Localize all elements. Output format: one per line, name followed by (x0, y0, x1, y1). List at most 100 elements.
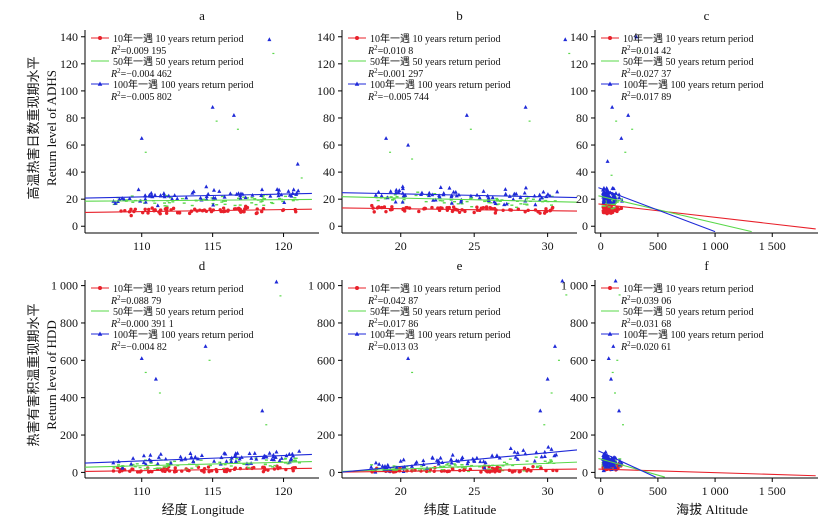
point-100yr (605, 186, 610, 191)
fit-line-50yr (342, 461, 577, 473)
legend-marker (607, 81, 613, 86)
outlier-point (609, 376, 614, 381)
point-100yr (456, 192, 461, 197)
y-tick-label: 800 (317, 316, 335, 330)
x-tick-label: 115 (204, 484, 222, 498)
outlier-point (545, 376, 550, 381)
point-10yr (544, 207, 548, 211)
point-100yr (243, 195, 248, 200)
point-10yr (143, 207, 147, 212)
outlier-point (617, 408, 622, 413)
point-100yr (235, 450, 240, 455)
point-100yr (449, 194, 454, 199)
point-10yr (193, 207, 197, 211)
point-100yr (233, 459, 238, 463)
fit-line-50yr (85, 198, 312, 202)
point-10yr (376, 205, 381, 209)
fit-line-100yr (85, 192, 312, 199)
point-100yr (533, 202, 538, 207)
fit-line-100yr (342, 449, 577, 473)
point-100yr (419, 190, 424, 195)
fit-line-50yr (85, 461, 312, 468)
point-100yr (376, 189, 381, 194)
point-100yr (143, 199, 148, 204)
point-100yr (268, 193, 273, 198)
point-100yr (184, 195, 189, 200)
y-tick-label: 80 (576, 111, 588, 125)
point-100yr (229, 459, 234, 463)
y-tick-label: 60 (323, 138, 335, 152)
point-100yr (465, 461, 470, 466)
point-100yr (158, 193, 163, 197)
legend-marker (608, 286, 612, 290)
point-100yr (236, 191, 241, 196)
legend-label: 100年一遇 100 years return period (370, 328, 511, 341)
row-label-top-en: Return level of ADHS (44, 70, 59, 186)
point-100yr (217, 189, 222, 193)
point-100yr (155, 203, 160, 208)
legend-r2: R2=0.014 42 (620, 44, 671, 57)
point-10yr (430, 205, 434, 210)
y-tick-label: 800 (60, 316, 78, 330)
y-tick-label: 120 (570, 57, 588, 71)
point-100yr (377, 461, 382, 466)
point-100yr (249, 456, 254, 460)
point-100yr (289, 456, 294, 461)
point-100yr (490, 453, 495, 458)
point-100yr (122, 197, 127, 202)
y-tick-label: 0 (72, 219, 78, 233)
point-100yr (136, 187, 141, 192)
point-100yr (189, 454, 194, 459)
point-100yr (237, 456, 242, 461)
point-100yr (400, 184, 405, 189)
point-100yr (199, 453, 204, 458)
point-10yr (157, 210, 161, 214)
legend-r2: R2=0.088 79 (110, 294, 161, 307)
point-100yr (291, 187, 296, 192)
y-tick-label: 600 (60, 353, 78, 367)
point-100yr (211, 187, 216, 192)
point-100yr (508, 446, 513, 451)
point-100yr (275, 187, 280, 191)
point-100yr (148, 452, 153, 457)
y-tick-label: 140 (317, 30, 335, 44)
outlier-point (563, 37, 568, 42)
point-100yr (511, 197, 516, 201)
y-tick-label: 200 (317, 428, 335, 442)
y-tick-label: 800 (570, 316, 588, 330)
outlier-point (464, 113, 469, 117)
point-100yr (170, 196, 175, 201)
point-100yr (156, 455, 161, 459)
legend-r2: R2=0.020 61 (620, 340, 671, 353)
fit-line-100yr (598, 187, 716, 233)
legend-marker (355, 36, 359, 40)
point-100yr (601, 199, 606, 203)
panel-letter-a: a (199, 8, 205, 23)
point-100yr (277, 458, 282, 463)
point-10yr (245, 205, 250, 210)
point-100yr (113, 201, 118, 205)
point-10yr (463, 209, 467, 214)
point-100yr (369, 464, 374, 469)
fit-line-10yr (598, 468, 816, 477)
point-100yr (289, 193, 294, 198)
outlier-point (605, 159, 610, 163)
fit-line-100yr (85, 453, 312, 464)
point-10yr (451, 205, 456, 209)
point-100yr (394, 187, 399, 192)
legend-label: 100年一遇 100 years return period (113, 78, 254, 91)
point-100yr (224, 459, 229, 463)
panel-d: d 0 200 400 600 800 1 000 110 115 120 10年一遇 10 yea… (51, 258, 319, 498)
x-tick-label: 25 (468, 484, 480, 498)
point-100yr (274, 449, 279, 454)
y-tick-label: 200 (60, 428, 78, 442)
y-tick-label: 0 (329, 465, 335, 479)
column-label-altitude: 海拔 Altitude (676, 502, 748, 517)
legend-marker (97, 81, 103, 86)
point-10yr (294, 209, 298, 214)
legend-marker (98, 36, 102, 40)
point-100yr (143, 196, 148, 201)
point-100yr (611, 194, 616, 199)
point-100yr (537, 197, 542, 202)
